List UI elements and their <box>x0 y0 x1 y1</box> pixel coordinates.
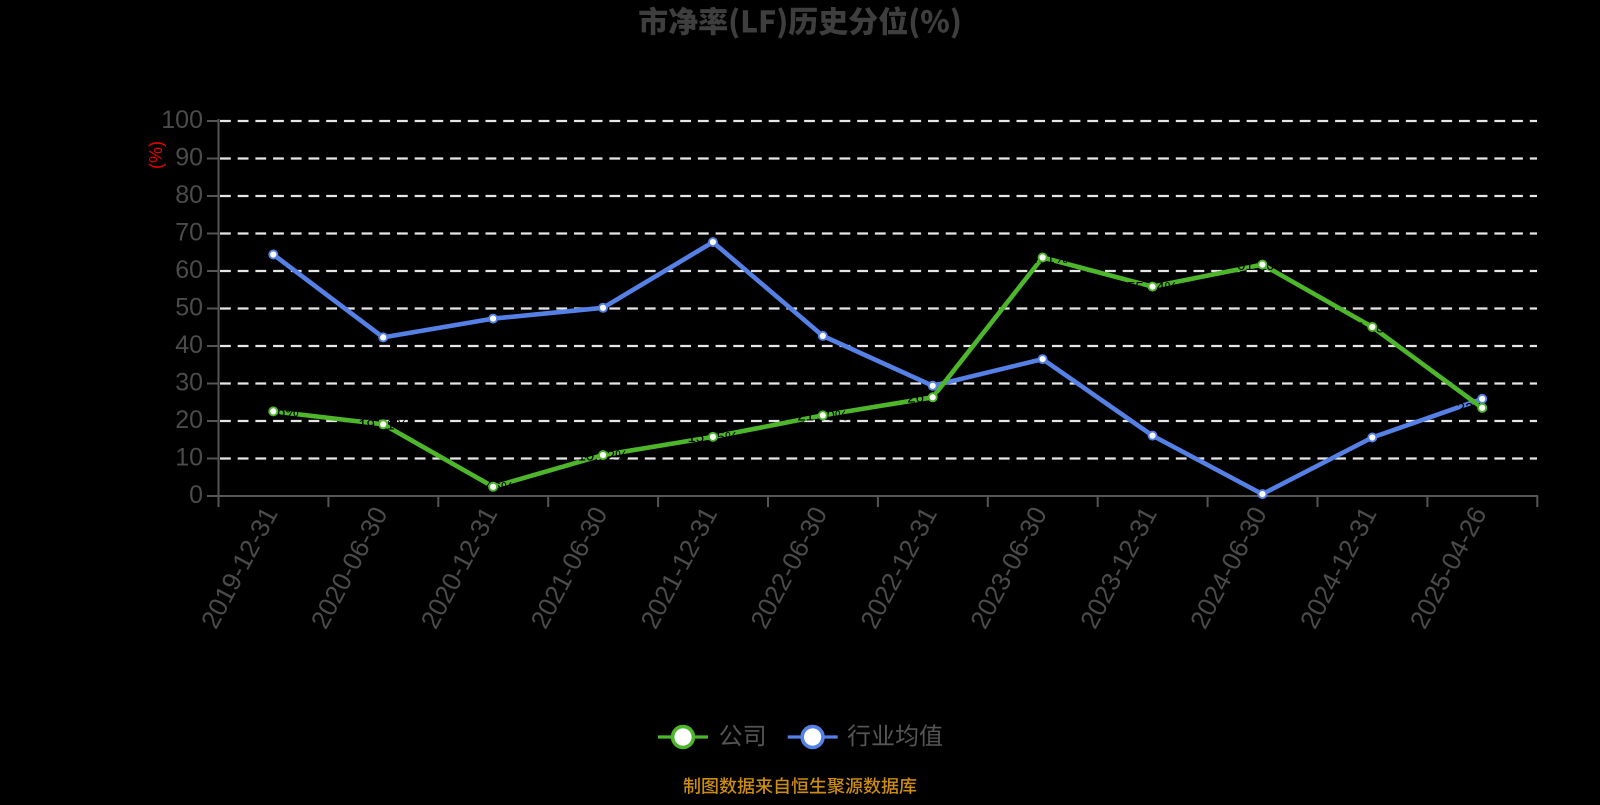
svg-text:70: 70 <box>175 219 203 247</box>
svg-text:100: 100 <box>161 106 203 134</box>
svg-text:30: 30 <box>175 369 203 397</box>
svg-text:80: 80 <box>175 181 203 209</box>
svg-text:0: 0 <box>189 481 203 509</box>
svg-text:20: 20 <box>175 406 203 434</box>
svg-text:60: 60 <box>175 256 203 284</box>
svg-text:(%): (%) <box>146 141 166 169</box>
svg-text:50: 50 <box>175 294 203 322</box>
svg-text:40: 40 <box>175 331 203 359</box>
svg-text:10: 10 <box>175 444 203 472</box>
svg-text:90: 90 <box>175 144 203 172</box>
